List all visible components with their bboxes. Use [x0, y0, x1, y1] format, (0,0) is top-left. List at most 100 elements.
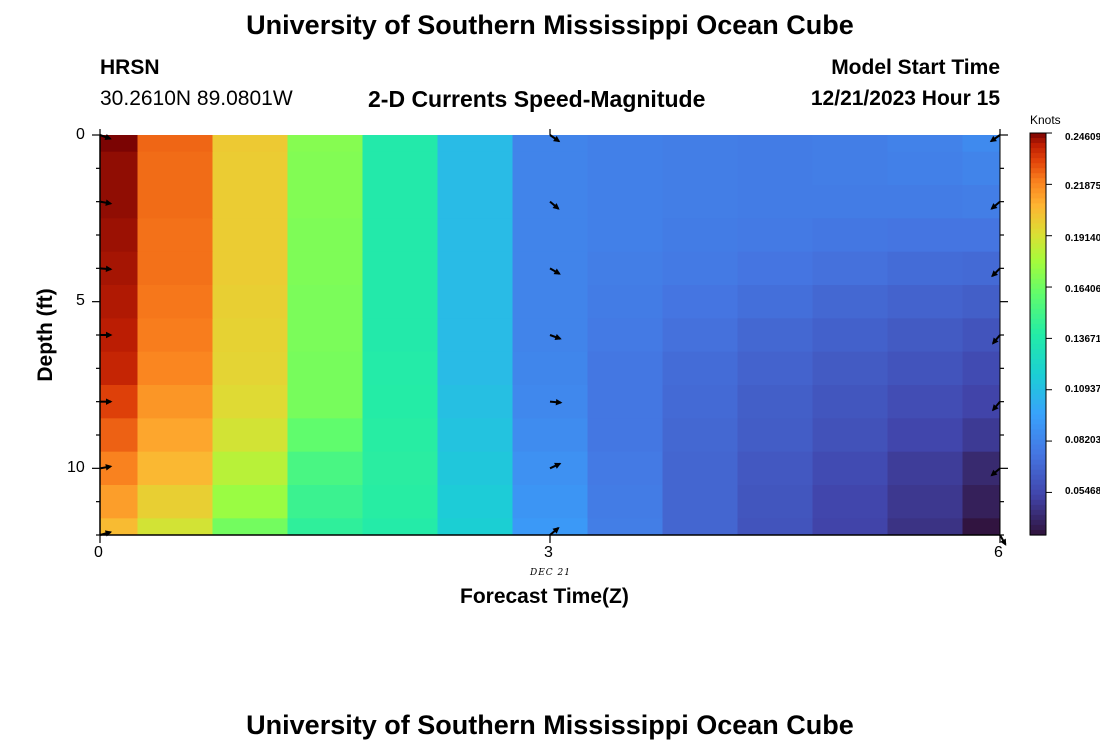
colorbar-segment [1030, 464, 1046, 471]
heatmap-cell [287, 418, 363, 453]
colorbar-segment [1030, 248, 1046, 255]
heatmap-cell [587, 318, 663, 353]
heatmap-cell [100, 151, 138, 186]
heatmap-cell [812, 251, 888, 286]
colorbar-segment [1030, 183, 1046, 189]
heatmap-cell [587, 151, 663, 186]
heatmap-cell [512, 135, 588, 153]
heatmap-cell [287, 385, 363, 419]
heatmap-cell [362, 351, 438, 386]
colorbar-segment [1030, 193, 1046, 199]
heatmap-cell [887, 451, 963, 486]
colorbar-segment [1030, 318, 1046, 325]
heatmap-cell [662, 451, 738, 486]
heatmap-cell [887, 185, 963, 219]
heatmap-cell [212, 385, 288, 419]
heatmap-cell [662, 218, 738, 253]
plot-axes [92, 129, 1008, 543]
current-vector-arrow [549, 399, 563, 406]
y-tick-label-0: 0 [76, 126, 85, 143]
colorbar-segment [1030, 233, 1046, 240]
heatmap-cell [212, 318, 288, 353]
heatmap-cell [662, 151, 738, 186]
heatmap-cell [887, 135, 963, 153]
colorbar-segment [1030, 469, 1046, 476]
current-vector-arrow [990, 467, 1001, 477]
heatmap-cell [812, 385, 888, 419]
heatmap-cell [137, 518, 213, 536]
heatmap-cell [137, 151, 213, 186]
colorbar-segment [1030, 354, 1046, 360]
colorbar-segment [1030, 253, 1046, 260]
heatmap-cell [812, 135, 888, 153]
colorbar-segment [1030, 334, 1046, 340]
heatmap-cell [737, 285, 813, 319]
colorbar-tick-label: 0.10937 [1065, 384, 1100, 395]
colorbar-segment [1030, 213, 1046, 220]
current-vector-arrow [999, 534, 1007, 546]
colorbar-segment [1030, 344, 1046, 350]
y-tick-label-5: 5 [76, 292, 85, 309]
heatmap-cell [212, 285, 288, 319]
heatmap-cell [212, 418, 288, 453]
heatmap-cell [962, 135, 1001, 153]
heatmap-cell [887, 251, 963, 286]
colorbar-segment [1030, 509, 1046, 516]
colorbar-segment [1030, 379, 1046, 385]
colorbar-segment [1030, 298, 1046, 305]
heatmap-cell [662, 285, 738, 319]
heatmap-cell [362, 218, 438, 253]
heatmap-cell [100, 218, 138, 253]
heatmap-cell [137, 418, 213, 453]
heatmap-cell [737, 251, 813, 286]
heatmap-cell [887, 418, 963, 453]
colorbar-segment [1030, 133, 1046, 139]
colorbar-segment [1030, 369, 1046, 375]
heatmap-cell [737, 135, 813, 153]
colorbar-segment [1030, 444, 1046, 451]
current-vector-arrow [549, 134, 561, 143]
colorbar-segment [1030, 359, 1046, 365]
colorbar-segment [1030, 163, 1046, 169]
heatmap-cell [212, 218, 288, 253]
heatmap-cell [662, 418, 738, 453]
heatmap-cell [962, 218, 1001, 253]
heatmap-cell [100, 451, 138, 486]
current-vector-arrow [99, 199, 113, 206]
colorbar-segment [1030, 173, 1046, 179]
colorbar-segment [1030, 429, 1046, 436]
station-coordinates: 30.2610N 89.0801W [100, 87, 293, 110]
heatmap-cell [137, 385, 213, 419]
heatmap-cell [362, 485, 438, 519]
heatmap-cell [137, 218, 213, 253]
heatmap-cell [662, 485, 738, 519]
heatmap-cell [812, 218, 888, 253]
heatmap-cell [100, 351, 138, 386]
colorbar [1029, 132, 1052, 536]
heatmap-cell [812, 485, 888, 519]
heatmap-cell [962, 185, 1001, 219]
colorbar-segment [1030, 153, 1046, 159]
colorbar-segment [1030, 293, 1046, 300]
heatmap-cell [137, 485, 213, 519]
heatmap-cell [962, 385, 1001, 419]
colorbar-segment [1030, 328, 1046, 335]
heatmap-cell [137, 251, 213, 286]
heatmap-cell [512, 151, 588, 186]
heatmap-cell [587, 285, 663, 319]
colorbar-segment [1030, 143, 1046, 149]
heatmap-cell [587, 451, 663, 486]
heatmap-cell [887, 385, 963, 419]
colorbar-segment [1030, 158, 1046, 164]
colorbar-segment [1030, 514, 1046, 521]
heatmap-cell [212, 451, 288, 486]
heatmap-cell [212, 485, 288, 519]
colorbar-tick-label: 0.16406 [1065, 284, 1100, 295]
colorbar-segment [1030, 389, 1046, 395]
colorbar-segment [1030, 524, 1046, 531]
colorbar-segment [1030, 484, 1046, 491]
heatmap-cell [962, 418, 1001, 453]
heatmap-cell [887, 285, 963, 319]
heatmap-cell [437, 518, 513, 536]
colorbar-segment [1030, 263, 1046, 270]
